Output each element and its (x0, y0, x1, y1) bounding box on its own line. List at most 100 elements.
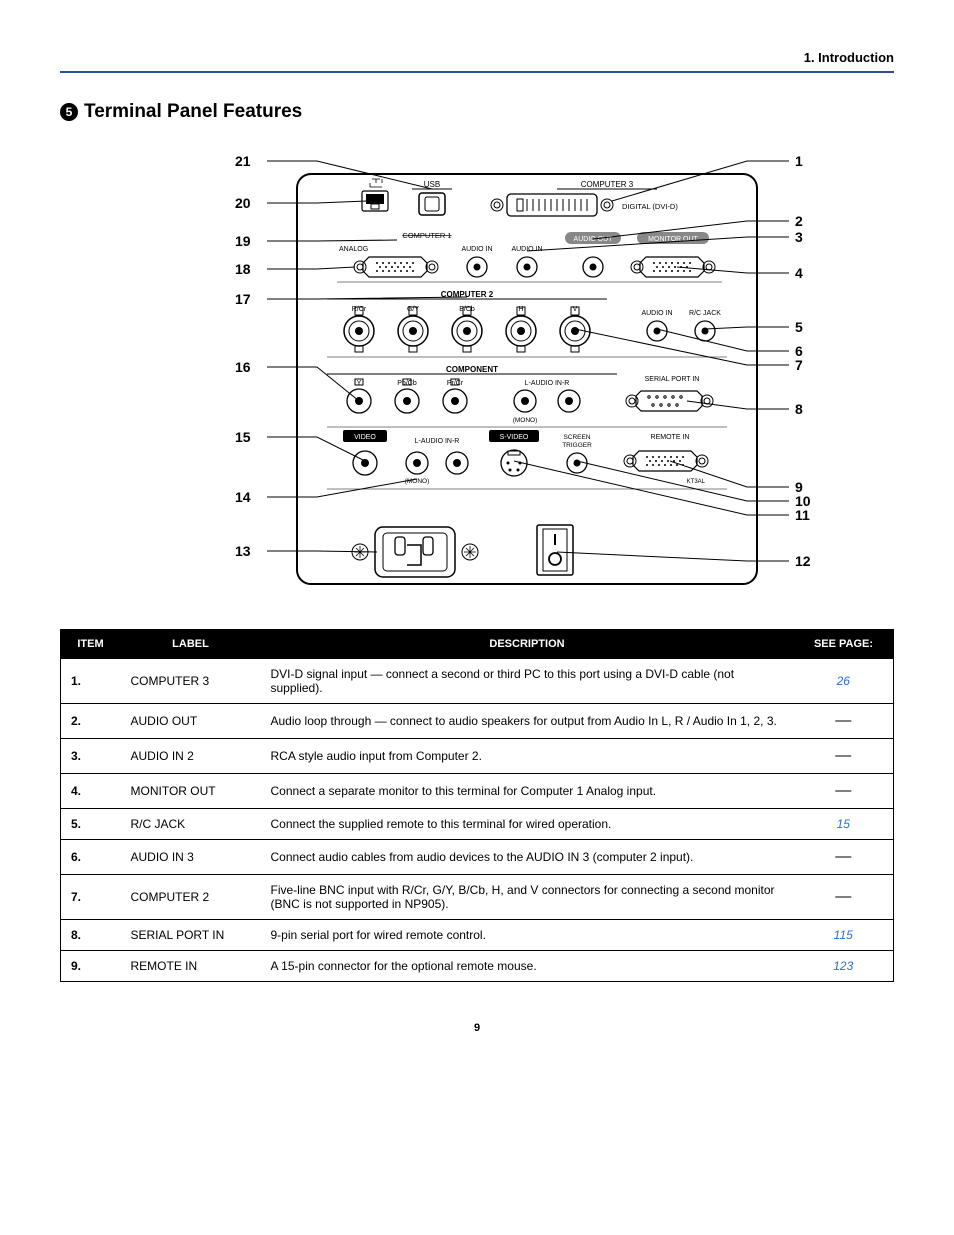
callout-3: 3 (795, 229, 803, 245)
svg-text:KT3AL: KT3AL (687, 479, 706, 485)
lan-icon (362, 179, 388, 211)
table-row: 3.AUDIO IN 2RCA style audio input from C… (61, 739, 894, 774)
svg-text:Y: Y (357, 380, 362, 387)
cell-desc: A 15-pin connector for the optional remo… (261, 951, 794, 982)
vga-port-3 (624, 451, 708, 471)
page-link[interactable]: 123 (833, 959, 853, 973)
svg-text:VIDEO: VIDEO (354, 434, 376, 441)
table-row: 1.COMPUTER 3DVI-D signal input — connect… (61, 659, 894, 704)
lbl-audioin1: AUDIO IN (461, 246, 492, 253)
table-row: 9.REMOTE INA 15-pin connector for the op… (61, 951, 894, 982)
callout-4: 4 (795, 265, 803, 281)
table-row: 4.MONITOR OUTConnect a separate monitor … (61, 774, 894, 809)
th-item: ITEM (61, 630, 121, 659)
th-label: LABEL (121, 630, 261, 659)
cell-item: 8. (61, 920, 121, 951)
cell-item: 7. (61, 875, 121, 920)
table-row: 8.SERIAL PORT IN9-pin serial port for wi… (61, 920, 894, 951)
cell-desc: 9-pin serial port for wired remote contr… (261, 920, 794, 951)
lbl-audioin2: AUDIO IN (511, 246, 542, 253)
cell-page: — (794, 840, 894, 875)
th-page: SEE PAGE: (794, 630, 894, 659)
cell-page: 115 (794, 920, 894, 951)
svg-text:AUDIO IN: AUDIO IN (641, 310, 672, 317)
cell-label: AUDIO IN 3 (121, 840, 261, 875)
svg-text:TRIGGER: TRIGGER (562, 442, 592, 449)
callout-19: 19 (235, 233, 251, 249)
section-title-row: 5 Terminal Panel Features (60, 101, 894, 123)
svg-text:SCREEN: SCREEN (563, 434, 590, 441)
cell-item: 1. (61, 659, 121, 704)
cell-label: REMOTE IN (121, 951, 261, 982)
lbl-computer1: COMPUTER 1 (402, 231, 451, 240)
lbl-computer3: COMPUTER 3 (581, 180, 634, 189)
table-row: 6.AUDIO IN 3Connect audio cables from au… (61, 840, 894, 875)
callout-17: 17 (235, 291, 251, 307)
svg-text:(MONO): (MONO) (513, 417, 538, 424)
cell-page: — (794, 875, 894, 920)
lbl-analog: ANALOG (339, 246, 368, 253)
cell-page: — (794, 739, 894, 774)
page-link[interactable]: 115 (834, 928, 853, 942)
cell-desc: Connect audio cables from audio devices … (261, 840, 794, 875)
callout-7: 7 (795, 357, 803, 373)
page-dash: — (835, 712, 851, 729)
vga-port-2 (631, 257, 715, 277)
page-link[interactable]: 26 (837, 674, 850, 688)
svg-text:R/Cr: R/Cr (352, 306, 367, 313)
vga-port (354, 257, 438, 277)
callout-12: 12 (795, 553, 811, 569)
cell-label: MONITOR OUT (121, 774, 261, 809)
hr-blue (60, 71, 894, 73)
cell-item: 2. (61, 704, 121, 739)
page-dash: — (835, 782, 851, 799)
svg-text:Pb/Cb: Pb/Cb (397, 380, 417, 387)
cell-label: SERIAL PORT IN (121, 920, 261, 951)
page-link[interactable]: 15 (837, 817, 850, 831)
cell-desc: DVI-D signal input — connect a second or… (261, 659, 794, 704)
svg-text:H: H (518, 306, 523, 313)
cell-desc: Connect a separate monitor to this termi… (261, 774, 794, 809)
callout-21: 21 (235, 153, 251, 169)
callout-5: 5 (795, 319, 803, 335)
table-row: 2.AUDIO OUTAudio loop through — connect … (61, 704, 894, 739)
cell-item: 4. (61, 774, 121, 809)
section-title: Terminal Panel Features (84, 101, 302, 123)
callout-8: 8 (795, 401, 803, 417)
terminal-panel-diagram: USB COMPUTER 3 DIGITAL (DVI-D) COMPUTER … (127, 139, 827, 599)
table-row: 7.COMPUTER 2Five-line BNC input with R/C… (61, 875, 894, 920)
page-number: 9 (60, 1022, 894, 1034)
cell-desc: RCA style audio input from Computer 2. (261, 739, 794, 774)
cell-label: COMPUTER 3 (121, 659, 261, 704)
section-num-circle: 5 (60, 103, 78, 121)
svg-text:R/C JACK: R/C JACK (689, 310, 721, 317)
cell-page: — (794, 704, 894, 739)
table-row: 5.R/C JACKConnect the supplied remote to… (61, 809, 894, 840)
svg-text:S-VIDEO: S-VIDEO (500, 434, 529, 441)
page-dash: — (835, 848, 851, 865)
callout-1: 1 (795, 153, 803, 169)
svg-text:COMPONENT: COMPONENT (446, 365, 498, 374)
page-dash: — (835, 888, 851, 905)
features-table: ITEM LABEL DESCRIPTION SEE PAGE: 1.COMPU… (60, 629, 894, 982)
svg-text:SERIAL PORT IN: SERIAL PORT IN (645, 376, 700, 383)
dvi-port (491, 194, 613, 216)
svg-text:L-AUDIO IN-R: L-AUDIO IN-R (415, 438, 460, 445)
svg-text:L-AUDIO IN-R: L-AUDIO IN-R (525, 380, 570, 387)
callout-16: 16 (235, 359, 251, 375)
cell-page: 15 (794, 809, 894, 840)
cell-label: R/C JACK (121, 809, 261, 840)
cell-label: AUDIO IN 2 (121, 739, 261, 774)
callout-15: 15 (235, 429, 251, 445)
svg-text:B/Cb: B/Cb (459, 306, 475, 313)
cell-page: 26 (794, 659, 894, 704)
page-dash: — (835, 747, 851, 764)
callout-2: 2 (795, 213, 803, 229)
callout-11: 11 (795, 507, 810, 523)
chapter-heading: 1. Introduction (60, 50, 894, 71)
cell-label: AUDIO OUT (121, 704, 261, 739)
cell-item: 3. (61, 739, 121, 774)
svg-text:Pr/Cr: Pr/Cr (447, 380, 464, 387)
cell-label: COMPUTER 2 (121, 875, 261, 920)
cell-desc: Five-line BNC input with R/Cr, G/Y, B/Cb… (261, 875, 794, 920)
